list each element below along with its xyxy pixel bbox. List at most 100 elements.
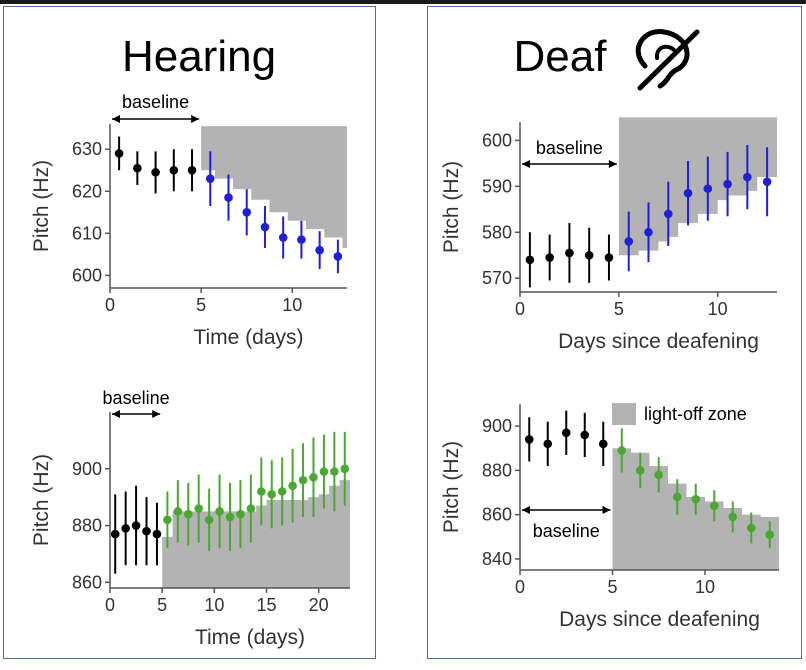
- data-point: [288, 481, 297, 491]
- data-point: [624, 237, 634, 246]
- arrow-head-right: [602, 506, 611, 514]
- light-off-zone: [618, 117, 777, 293]
- data-point: [187, 165, 197, 175]
- data-point: [152, 529, 162, 539]
- baseline-label: baseline: [103, 388, 170, 408]
- deaf-bottom-chart: 840 860 880 900 0 5 10 Days since deafening Pitc…: [440, 403, 779, 631]
- x-tick-label: 0: [105, 295, 115, 315]
- y-tick-label: 620: [72, 181, 102, 201]
- y-axis-label: Pitch (Hz): [440, 161, 463, 253]
- data-point: [743, 172, 752, 182]
- x-tick-label: 0: [105, 595, 115, 615]
- x-axis-label: Days since deafening: [558, 330, 759, 353]
- data-point: [561, 428, 571, 438]
- hearing-top-chart: 600 610 620 630 0 5 10 Time (days) Pitch (Hz) bas…: [30, 92, 347, 349]
- arrow-head-left: [522, 506, 530, 514]
- baseline-label: baseline: [533, 521, 600, 541]
- data-point: [683, 188, 693, 198]
- data-point: [225, 512, 235, 522]
- data-point: [194, 504, 203, 513]
- data-point: [762, 177, 772, 187]
- x-tick-label: 10: [282, 295, 302, 315]
- x-axis-label: Days since deafening: [559, 608, 760, 631]
- data-point: [703, 184, 713, 193]
- deaf-title: Deaf: [514, 32, 608, 81]
- data-point: [672, 492, 682, 502]
- data-point: [315, 245, 324, 255]
- data-point: [709, 501, 719, 511]
- y-tick-label: 880: [72, 516, 102, 536]
- y-axis-label: Pitch (Hz): [440, 441, 463, 533]
- data-point: [257, 487, 266, 496]
- data-point: [319, 467, 329, 476]
- data-point: [584, 250, 594, 260]
- data-point: [297, 235, 306, 244]
- data-point: [110, 529, 120, 539]
- hearing-title: Hearing: [122, 32, 276, 81]
- x-axis-label: Time (days): [195, 626, 305, 649]
- arrow-head-left: [112, 410, 120, 418]
- data-point: [598, 439, 608, 449]
- deaf-top-chart: 570 580 590 600 0 5 10 Days since deafening Pitc…: [440, 117, 777, 353]
- deaf-ear-icon: [635, 29, 700, 91]
- data-point: [278, 233, 288, 242]
- data-point: [340, 464, 350, 474]
- data-point: [524, 435, 534, 444]
- y-tick-label: 900: [482, 416, 512, 436]
- y-tick-label: 570: [482, 268, 512, 288]
- data-point: [333, 252, 343, 261]
- data-point: [580, 430, 590, 440]
- x-tick-label: 10: [708, 299, 728, 319]
- data-point: [604, 253, 614, 262]
- x-tick-label: 5: [157, 595, 167, 615]
- data-point: [131, 521, 141, 530]
- x-tick-label: 5: [607, 577, 617, 597]
- data-point: [746, 523, 756, 533]
- x-tick-label: 5: [614, 299, 624, 319]
- data-point: [183, 509, 193, 519]
- x-axis-label: Time (days): [193, 326, 303, 349]
- x-tick-label: 15: [257, 595, 277, 615]
- data-point: [644, 227, 653, 237]
- legend-label: light-off zone: [644, 404, 747, 424]
- data-point: [545, 253, 554, 262]
- y-tick-label: 600: [72, 265, 102, 285]
- data-point: [635, 466, 645, 475]
- data-point: [267, 490, 277, 499]
- data-point: [242, 208, 252, 217]
- top-border: [0, 0, 806, 4]
- data-point: [163, 515, 172, 525]
- data-point: [543, 439, 553, 449]
- y-tick-label: 600: [482, 130, 512, 150]
- data-point: [723, 179, 732, 189]
- y-tick-label: 840: [482, 549, 512, 569]
- y-tick-label: 860: [72, 572, 102, 592]
- data-point: [142, 526, 151, 536]
- y-tick-label: 590: [482, 176, 512, 196]
- data-point: [565, 248, 574, 258]
- data-point: [617, 446, 627, 455]
- x-tick-label: 0: [515, 577, 525, 597]
- legend-swatch: [612, 403, 636, 425]
- arrow-head-right: [608, 160, 617, 168]
- y-axis-label: Pitch (Hz): [30, 160, 53, 252]
- x-tick-label: 20: [309, 595, 329, 615]
- data-point: [246, 504, 256, 513]
- y-tick-label: 610: [72, 223, 102, 243]
- x-tick-label: 0: [515, 299, 525, 319]
- data-point: [121, 524, 130, 533]
- x-tick-label: 10: [204, 595, 224, 615]
- y-tick-label: 580: [482, 222, 512, 242]
- data-point: [277, 487, 287, 496]
- data-point: [169, 165, 179, 175]
- data-point: [728, 512, 738, 522]
- data-point: [663, 209, 673, 219]
- baseline-label: baseline: [536, 138, 603, 158]
- data-point: [151, 168, 160, 177]
- arrow-head-right: [152, 410, 161, 418]
- data-point: [691, 494, 701, 504]
- light-off-zone: [162, 480, 350, 588]
- data-point: [525, 255, 535, 265]
